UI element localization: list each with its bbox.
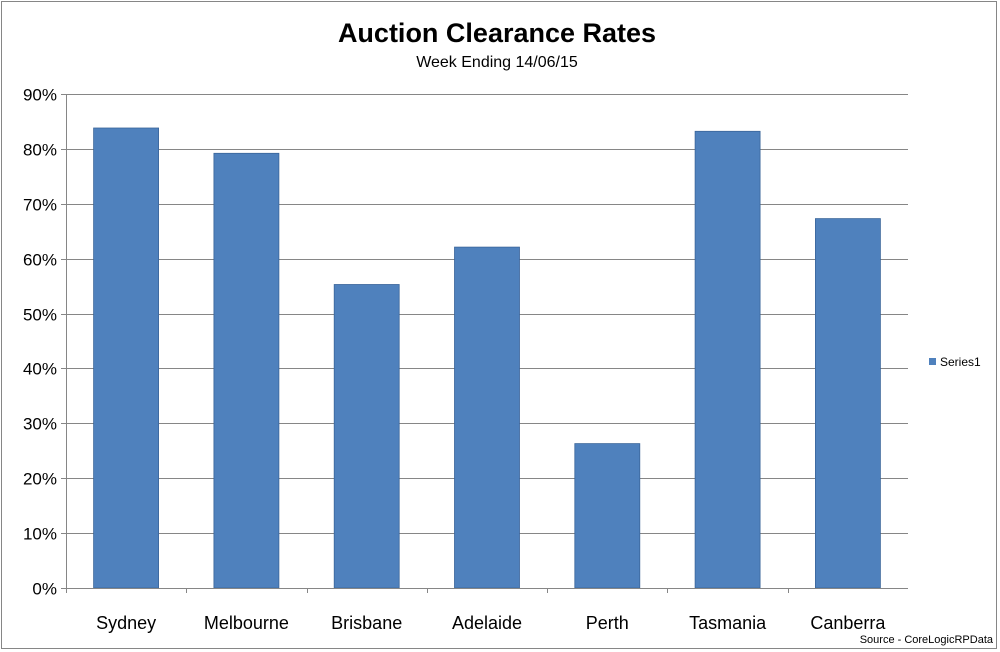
x-tick-label: Adelaide — [452, 613, 522, 633]
x-tick-label: Brisbane — [331, 613, 402, 633]
source-note: Source - CoreLogicRPData — [860, 634, 994, 646]
bar-tasmania — [694, 130, 761, 589]
chart-subtitle: Week Ending 14/06/15 — [416, 54, 578, 71]
legend: Series1 — [929, 355, 981, 369]
y-tick-label: 10% — [23, 525, 57, 544]
y-tick-label: 30% — [23, 415, 57, 434]
y-tick-label: 40% — [23, 360, 57, 379]
chart-title: Auction Clearance Rates — [338, 18, 656, 48]
x-axis-ticks: Sydney Melbourne Brisbane Adelaide Perth Tasm… — [96, 588, 886, 633]
x-tick-label: Melbourne — [204, 613, 289, 633]
legend-swatch — [929, 358, 936, 365]
y-tick-label: 90% — [23, 86, 57, 105]
y-tick-label: 60% — [23, 251, 57, 270]
legend-label: Series1 — [940, 355, 981, 369]
x-tick-label: Sydney — [96, 613, 156, 633]
bar-adelaide — [454, 246, 520, 589]
axes — [66, 94, 908, 593]
bar-perth — [574, 443, 641, 589]
bar-canberra — [815, 218, 881, 589]
bar-melbourne — [213, 152, 280, 589]
x-tick-label: Canberra — [810, 613, 886, 633]
y-tick-label: 80% — [23, 141, 57, 160]
y-tick-label: 0% — [32, 580, 57, 599]
y-tick-label: 70% — [23, 196, 57, 215]
x-tick-label: Perth — [586, 613, 629, 633]
y-tick-label: 20% — [23, 470, 57, 489]
y-tick-label: 50% — [23, 306, 57, 325]
x-tick-label: Tasmania — [689, 613, 767, 633]
bars — [93, 127, 881, 589]
bar-brisbane — [333, 284, 400, 589]
y-axis-ticks: 0% 10% 20% 30% 40% 50% 60% 70% 80% 90% — [23, 86, 66, 599]
bar-sydney — [93, 127, 159, 589]
